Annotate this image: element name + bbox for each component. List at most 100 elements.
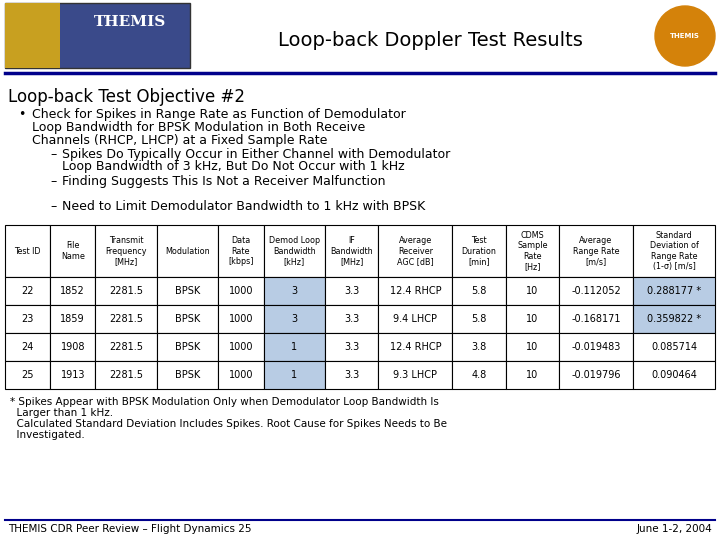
Bar — [218, 277, 264, 305]
Bar — [264, 225, 325, 277]
Text: BPSK: BPSK — [175, 370, 200, 380]
Text: –: – — [50, 175, 56, 188]
Bar — [452, 305, 505, 333]
Text: 0.288177 *: 0.288177 * — [647, 286, 701, 296]
Text: 22: 22 — [22, 286, 34, 296]
Text: 1000: 1000 — [229, 342, 253, 352]
Text: 23: 23 — [22, 314, 34, 324]
Text: 1000: 1000 — [229, 370, 253, 380]
Bar — [325, 361, 379, 389]
Text: BPSK: BPSK — [175, 314, 200, 324]
Bar — [559, 361, 633, 389]
Bar — [95, 225, 157, 277]
Bar — [559, 277, 633, 305]
Bar — [633, 305, 715, 333]
Text: Transmit
Frequency
[MHz]: Transmit Frequency [MHz] — [105, 236, 147, 266]
Text: Average
Range Rate
[m/s]: Average Range Rate [m/s] — [572, 236, 619, 266]
Text: -0.019796: -0.019796 — [571, 370, 621, 380]
Bar — [264, 333, 325, 361]
Text: Larger than 1 kHz.: Larger than 1 kHz. — [10, 408, 113, 418]
Bar — [505, 361, 559, 389]
Text: THEMIS: THEMIS — [94, 15, 166, 29]
Bar — [559, 305, 633, 333]
Bar — [633, 333, 715, 361]
Text: Modulation: Modulation — [166, 246, 210, 255]
Text: * Spikes Appear with BPSK Modulation Only when Demodulator Loop Bandwidth Is: * Spikes Appear with BPSK Modulation Onl… — [10, 397, 439, 407]
Text: 2281.5: 2281.5 — [109, 342, 143, 352]
Text: –: – — [50, 148, 56, 161]
Text: 1000: 1000 — [229, 314, 253, 324]
Bar — [95, 361, 157, 389]
Text: BPSK: BPSK — [175, 286, 200, 296]
Bar — [264, 305, 325, 333]
Text: 1913: 1913 — [60, 370, 85, 380]
Text: 1859: 1859 — [60, 314, 85, 324]
Bar — [452, 277, 505, 305]
Text: 1852: 1852 — [60, 286, 85, 296]
Circle shape — [655, 6, 715, 66]
Bar — [218, 361, 264, 389]
Text: 5.8: 5.8 — [472, 286, 487, 296]
Text: THEMIS CDR Peer Review – Flight Dynamics 25: THEMIS CDR Peer Review – Flight Dynamics… — [8, 524, 251, 534]
Bar — [379, 305, 452, 333]
Bar — [95, 305, 157, 333]
Text: Calculated Standard Deviation Includes Spikes. Root Cause for Spikes Needs to Be: Calculated Standard Deviation Includes S… — [10, 419, 447, 429]
Bar — [5, 333, 50, 361]
Bar — [157, 305, 218, 333]
Text: Finding Suggests This Is Not a Receiver Malfunction: Finding Suggests This Is Not a Receiver … — [62, 175, 385, 188]
Text: 1: 1 — [292, 342, 297, 352]
Text: 0.085714: 0.085714 — [651, 342, 697, 352]
Text: CDMS
Sample
Rate
[Hz]: CDMS Sample Rate [Hz] — [517, 231, 548, 271]
Bar — [633, 225, 715, 277]
Text: –: – — [50, 200, 56, 213]
Text: 12.4 RHCP: 12.4 RHCP — [390, 286, 441, 296]
Text: 5.8: 5.8 — [472, 314, 487, 324]
Text: Data
Rate
[kbps]: Data Rate [kbps] — [228, 236, 253, 266]
Bar — [95, 277, 157, 305]
Text: 3.3: 3.3 — [344, 370, 359, 380]
Bar — [218, 333, 264, 361]
Text: 0.359822 *: 0.359822 * — [647, 314, 701, 324]
Bar — [218, 225, 264, 277]
Text: -0.112052: -0.112052 — [571, 286, 621, 296]
Bar — [50, 225, 95, 277]
Bar — [325, 277, 379, 305]
Text: Loop Bandwidth of 3 kHz, But Do Not Occur with 1 kHz: Loop Bandwidth of 3 kHz, But Do Not Occu… — [62, 160, 405, 173]
Text: 10: 10 — [526, 286, 539, 296]
Text: 25: 25 — [22, 370, 34, 380]
Text: 3: 3 — [292, 314, 297, 324]
Text: 12.4 RHCP: 12.4 RHCP — [390, 342, 441, 352]
Bar — [157, 225, 218, 277]
FancyBboxPatch shape — [5, 3, 190, 68]
Text: BPSK: BPSK — [175, 342, 200, 352]
Bar — [218, 305, 264, 333]
Bar — [5, 225, 50, 277]
Text: 10: 10 — [526, 342, 539, 352]
Bar — [50, 305, 95, 333]
Text: 4.8: 4.8 — [472, 370, 487, 380]
Text: 10: 10 — [526, 370, 539, 380]
Bar — [452, 361, 505, 389]
Text: 2281.5: 2281.5 — [109, 286, 143, 296]
Bar — [264, 361, 325, 389]
Text: File
Name: File Name — [60, 241, 85, 261]
Text: 9.3 LHCP: 9.3 LHCP — [393, 370, 438, 380]
Text: 2281.5: 2281.5 — [109, 314, 143, 324]
Bar — [5, 361, 50, 389]
Bar — [559, 225, 633, 277]
Bar — [157, 361, 218, 389]
Text: Check for Spikes in Range Rate as Function of Demodulator: Check for Spikes in Range Rate as Functi… — [32, 108, 406, 121]
Bar — [325, 225, 379, 277]
Bar — [50, 361, 95, 389]
Bar — [379, 225, 452, 277]
Text: 10: 10 — [526, 314, 539, 324]
Bar — [157, 277, 218, 305]
Text: 2281.5: 2281.5 — [109, 370, 143, 380]
Bar — [452, 225, 505, 277]
Bar — [379, 333, 452, 361]
Bar — [264, 277, 325, 305]
Bar — [452, 333, 505, 361]
Bar — [505, 333, 559, 361]
Text: •: • — [18, 108, 25, 121]
Bar — [5, 305, 50, 333]
